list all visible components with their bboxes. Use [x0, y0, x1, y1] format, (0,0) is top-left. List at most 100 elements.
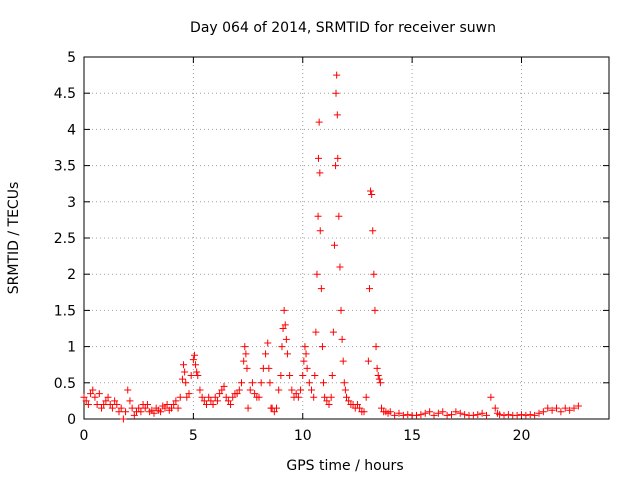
data-point [292, 390, 300, 398]
y-tick-label: 1 [67, 340, 76, 356]
data-point [265, 364, 273, 372]
data-point [439, 408, 447, 416]
data-point [168, 404, 175, 412]
data-point [404, 411, 412, 419]
data-point [456, 409, 464, 417]
data-point [203, 401, 210, 409]
data-point [178, 375, 186, 383]
data-point [308, 386, 315, 394]
data-point [374, 372, 382, 380]
y-tick-label: 4.5 [54, 86, 76, 102]
data-point [211, 393, 219, 401]
data-point [314, 212, 322, 220]
data-point [163, 401, 171, 409]
data-point [255, 393, 263, 401]
data-point [126, 397, 134, 405]
data-point [270, 408, 278, 416]
data-point [141, 404, 149, 412]
data-point [421, 409, 429, 417]
data-point [196, 386, 204, 394]
grid-layer [84, 57, 609, 419]
data-point [93, 401, 101, 409]
data-point [443, 411, 451, 419]
data-point [117, 404, 125, 412]
data-point [286, 372, 294, 380]
data-point [461, 411, 469, 419]
data-point [238, 379, 245, 387]
ticks-layer: 0 5 10 15 20 0 0.5 1 1.5 2 2.5 3 3.5 4 4.5 5 [54, 50, 609, 444]
plot-frame [83, 56, 610, 420]
data-point [535, 409, 543, 417]
data-point [244, 404, 252, 412]
data-point [469, 411, 477, 419]
data-point [190, 351, 198, 359]
data-point [91, 393, 99, 401]
data-point [216, 390, 224, 398]
data-point [391, 411, 399, 419]
data-point [288, 386, 296, 394]
y-tick-label: 5 [67, 50, 76, 66]
data-point [413, 411, 420, 419]
data-point [183, 393, 191, 401]
data-point [300, 357, 308, 365]
data-point [189, 356, 197, 364]
data-point [311, 372, 319, 380]
x-tick-label: 5 [189, 428, 198, 444]
x-tick-label: 15 [403, 428, 421, 444]
data-point [362, 393, 370, 401]
data-point [301, 343, 309, 351]
y-tick-label: 4 [67, 122, 76, 138]
data-point [448, 411, 455, 419]
data-point [369, 227, 377, 235]
data-point [417, 411, 425, 419]
data-point [316, 227, 324, 235]
data-point [102, 397, 110, 405]
data-point [95, 390, 103, 398]
data-point [496, 411, 504, 419]
data-point [242, 350, 250, 358]
data-point [557, 408, 565, 416]
data-point [316, 169, 324, 177]
data-point [474, 411, 482, 419]
data-point [89, 386, 97, 394]
data-point [213, 397, 221, 405]
data-point [360, 408, 368, 416]
chart-title: Day 064 of 2014, SRMTID for receiver suw… [190, 20, 496, 36]
data-point [280, 306, 288, 314]
data-point [325, 401, 333, 409]
points-layer [80, 71, 582, 423]
data-point [483, 411, 490, 419]
data-point [333, 111, 341, 119]
x-tick-label: 10 [294, 428, 312, 444]
data-point [327, 393, 335, 401]
data-point [100, 401, 108, 409]
data-point [364, 357, 372, 365]
data-point [104, 393, 112, 401]
data-point [332, 162, 340, 170]
data-point [176, 393, 184, 401]
data-point [279, 325, 287, 332]
y-tick-label: 3.5 [54, 159, 76, 175]
data-point [312, 328, 320, 336]
data-point [98, 404, 105, 412]
data-point [332, 89, 340, 97]
y-tick-label: 1.5 [54, 303, 76, 319]
y-axis-title: SRMTID / TECUs [6, 182, 22, 295]
data-point [283, 350, 291, 358]
data-point [143, 401, 151, 409]
data-point [181, 368, 189, 376]
data-point [185, 390, 193, 398]
data-point [504, 411, 512, 419]
data-point [82, 397, 90, 405]
data-point [372, 343, 380, 351]
data-point [320, 379, 328, 387]
data-point [373, 364, 381, 372]
data-point [194, 372, 202, 380]
data-point [434, 409, 442, 417]
data-point [262, 350, 270, 358]
y-tick-label: 2.5 [54, 231, 76, 247]
data-point [566, 406, 574, 414]
data-point [205, 393, 213, 401]
data-point [198, 393, 206, 401]
